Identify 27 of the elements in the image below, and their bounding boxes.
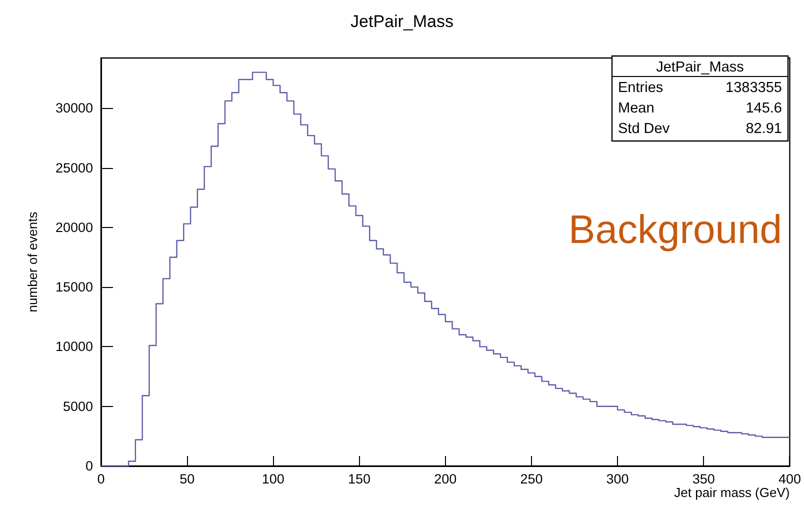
x-tick-label: 50 [180,472,195,486]
x-tick-label: 100 [262,472,284,486]
y-tick-label: 5000 [62,398,93,414]
annotation: 145.6 [746,100,782,116]
annotation: Std Dev [618,120,670,137]
x-tick-label: 300 [606,472,629,486]
y-tick-label: 30000 [55,100,93,116]
x-tick-label: 0 [97,472,105,486]
annotation: Entries [618,80,664,96]
annotation: 82.91 [746,120,782,137]
annotation: Background [568,208,782,252]
chart-title: JetPair_Mass [350,12,454,31]
annotation: 1383355 [726,80,782,96]
y-tick-label: 20000 [55,220,93,235]
x-tick-label: 400 [778,472,802,486]
x-tick-label: 250 [520,472,543,486]
annotation: JetPair_Mass [656,59,744,76]
y-tick-label: 10000 [55,339,93,354]
y-tick-label: 25000 [55,160,93,176]
y-tick-label: 0 [85,458,93,474]
y-axis-title: number of events [25,211,40,312]
annotation: Mean [618,100,654,116]
x-tick-label: 200 [434,472,457,486]
x-tick-label: 150 [348,472,371,486]
x-axis-title: Jet pair mass (GeV) [674,485,790,500]
x-tick-label: 350 [692,472,715,486]
y-tick-label: 15000 [55,280,93,295]
